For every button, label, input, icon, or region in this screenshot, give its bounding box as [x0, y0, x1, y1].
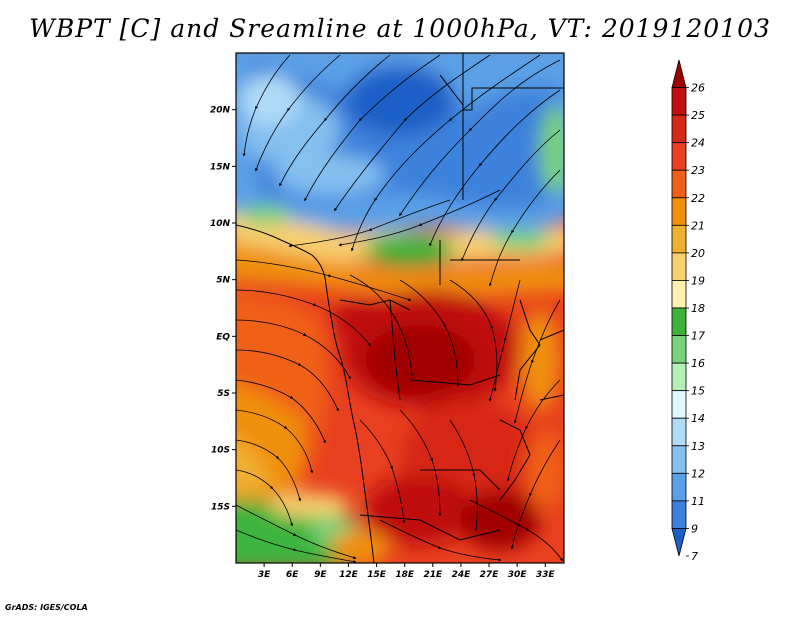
streamlines	[236, 54, 563, 563]
colorbar-swatch	[671, 307, 687, 336]
lat-label: 10N	[210, 219, 231, 229]
colorbar-label: 11	[691, 495, 705, 508]
map-frame	[235, 52, 565, 564]
chart-title: WBPT [C] and Sreamline at 1000hPa, VT: 2…	[29, 14, 771, 43]
lat-label: 10S	[211, 446, 230, 456]
country-borders	[236, 53, 564, 563]
lon-label: 18E	[395, 570, 415, 580]
colorbar-swatch	[671, 362, 687, 392]
lat-label: 15S	[211, 502, 230, 512]
lon-label: 27E	[480, 570, 500, 580]
colorbar-label: 12	[691, 467, 705, 480]
grads-credit: GrADS: IGES/COLA	[5, 603, 88, 612]
colorbar-label: 26	[691, 82, 705, 95]
colorbar-label: 23	[691, 164, 705, 177]
colorbar-swatch	[671, 224, 687, 254]
lon-label: 21E	[423, 570, 443, 580]
colorbar-label: 21	[691, 219, 705, 232]
colorbar-swatch	[671, 87, 687, 116]
colorbar-label: 15	[691, 385, 705, 398]
colorbar-label: 7	[691, 550, 698, 563]
colorbar-label: 17	[691, 330, 705, 343]
colorbar-label: 18	[691, 302, 705, 315]
colorbar-swatch	[671, 252, 687, 281]
colorbar-swatch	[671, 417, 687, 447]
latitude-axis: 20N 15N 10N 5N EQ 5S 10S 15S	[210, 106, 236, 512]
lon-label: 15E	[367, 570, 387, 580]
lon-label: 30E	[508, 570, 528, 580]
lon-label: 9E	[314, 570, 327, 580]
colorbar-label: 9	[691, 522, 698, 535]
lon-label: 3E	[258, 570, 271, 580]
lat-label: 5N	[216, 276, 230, 286]
lat-label: EQ	[216, 332, 230, 342]
lon-label: 6E	[286, 570, 299, 580]
colorbar-swatch	[671, 114, 687, 144]
colorbar-label: 16	[691, 357, 705, 370]
colorbar-swatch	[671, 390, 687, 419]
colorbar-bottom-arrow	[671, 528, 687, 557]
colorbar-label: 25	[691, 109, 705, 122]
colorbar-label: 20	[691, 247, 705, 260]
colorbar-top-arrow	[671, 59, 687, 88]
lat-label: 15N	[210, 162, 231, 172]
colorbar-label: 22	[691, 192, 705, 205]
lon-label: 24E	[452, 570, 472, 580]
lon-label: 12E	[339, 570, 359, 580]
colorbar-label: 14	[691, 412, 705, 425]
lon-label: 33E	[536, 570, 556, 580]
colorbar-label: 24	[691, 137, 705, 150]
colorbar-swatch	[671, 169, 687, 199]
colorbar-swatch	[671, 472, 687, 502]
colorbar-legend: 26 25 24 23 22 21 20 19 18 17 16 15 14 13 12 11 9 7	[671, 59, 705, 563]
longitude-axis: 3E 6E 9E 12E 15E 18E 21E 24E 27E 30E 33E	[258, 563, 556, 580]
colorbar-swatch	[671, 500, 687, 529]
colorbar-label: 19	[691, 274, 705, 287]
lat-label: 5S	[217, 389, 230, 399]
colorbar-swatch	[671, 445, 687, 474]
colorbar-swatch	[671, 280, 687, 309]
lat-label: 20N	[210, 106, 231, 116]
colorbar-swatch	[671, 335, 687, 364]
colorbar-swatch	[671, 142, 687, 171]
colorbar-label: 13	[691, 440, 705, 453]
colorbar-swatch	[671, 197, 687, 226]
